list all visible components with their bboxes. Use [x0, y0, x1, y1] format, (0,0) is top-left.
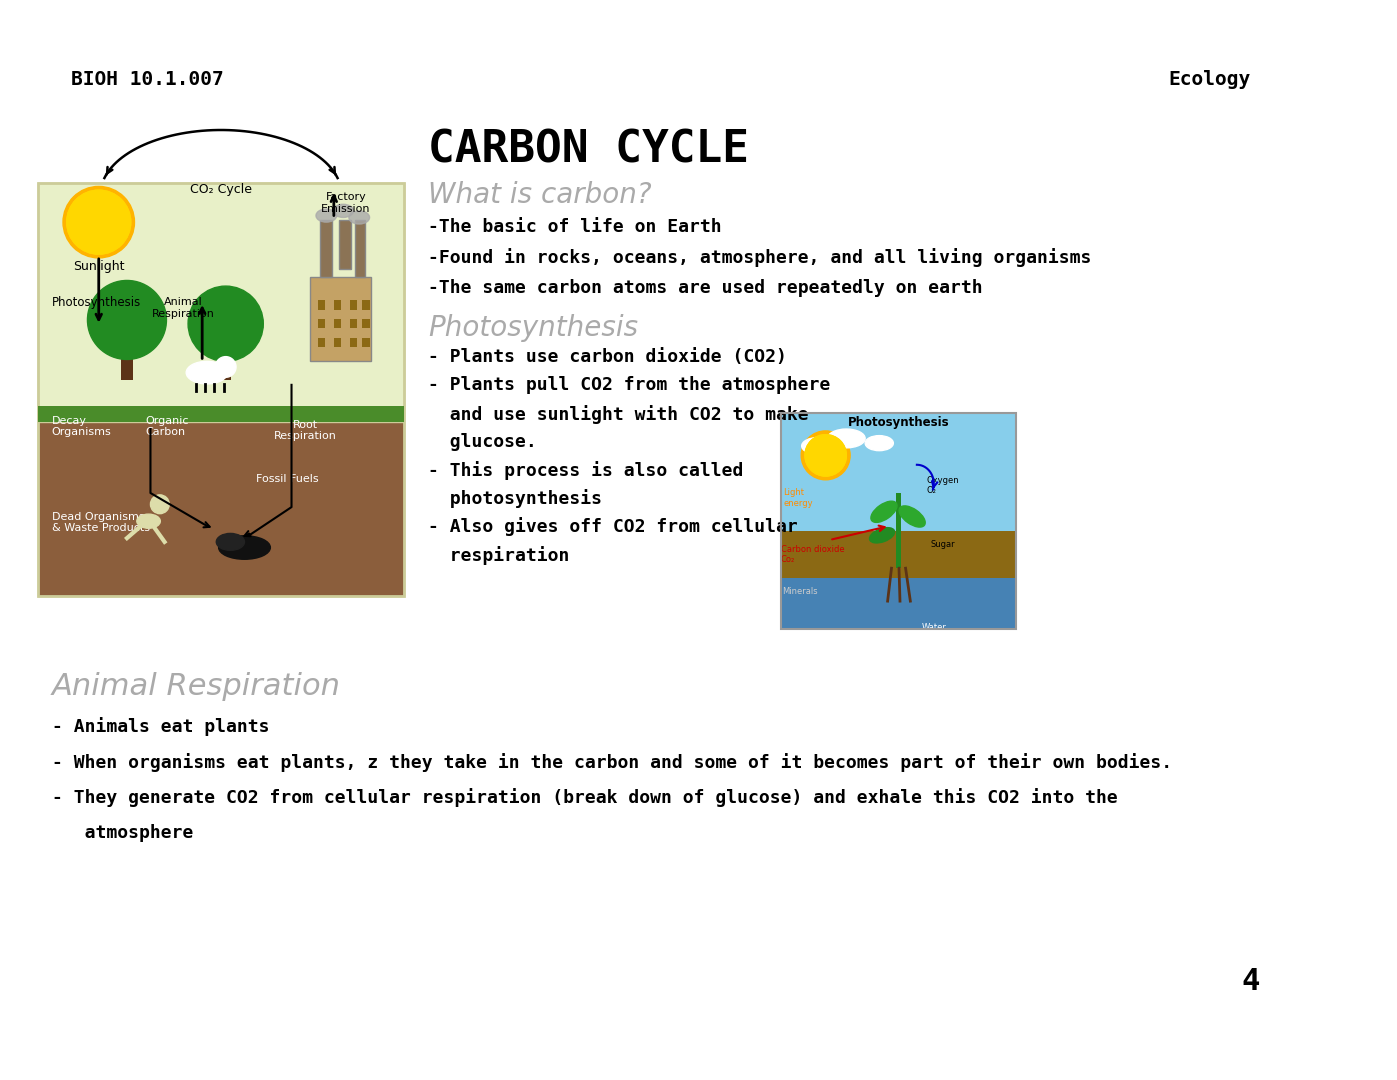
Text: - They generate CO2 from cellular respiration (break down of glucose) and exhale: - They generate CO2 from cellular respir… [52, 788, 1118, 807]
FancyBboxPatch shape [781, 413, 1016, 536]
Text: - Plants pull CO2 from the atmosphere: - Plants pull CO2 from the atmosphere [427, 376, 830, 394]
Ellipse shape [869, 528, 894, 543]
Text: Root
Respiration: Root Respiration [274, 420, 337, 442]
FancyBboxPatch shape [781, 578, 1016, 630]
Text: - When organisms eat plants, z they take in the carbon and some of it becomes pa: - When organisms eat plants, z they take… [52, 753, 1172, 771]
Circle shape [67, 190, 131, 254]
Text: CARBON CYCLE: CARBON CYCLE [427, 129, 749, 171]
Ellipse shape [219, 536, 271, 559]
Text: Water
H₂O: Water H₂O [922, 623, 946, 643]
Circle shape [67, 190, 131, 254]
Ellipse shape [865, 435, 893, 450]
Circle shape [63, 187, 134, 258]
FancyBboxPatch shape [362, 319, 370, 328]
Circle shape [802, 431, 851, 480]
Circle shape [805, 434, 847, 476]
Circle shape [88, 281, 166, 360]
Text: Animal Respiration: Animal Respiration [52, 672, 341, 701]
Ellipse shape [802, 437, 834, 455]
Text: photosynthesis: photosynthesis [427, 489, 602, 509]
Text: Photosynthesis: Photosynthesis [427, 314, 638, 342]
Ellipse shape [870, 501, 897, 523]
Text: Factory
Emission: Factory Emission [321, 192, 370, 214]
Text: atmosphere: atmosphere [52, 824, 193, 842]
FancyBboxPatch shape [355, 220, 365, 276]
Text: BIOH 10.1.007: BIOH 10.1.007 [70, 70, 224, 89]
FancyBboxPatch shape [349, 300, 358, 310]
Text: -Found in rocks, oceans, atmosphere, and all living organisms: -Found in rocks, oceans, atmosphere, and… [427, 248, 1091, 268]
Text: Decay
Organisms: Decay Organisms [52, 416, 112, 437]
Text: - Plants use carbon dioxide (CO2): - Plants use carbon dioxide (CO2) [427, 348, 787, 366]
Ellipse shape [186, 362, 228, 383]
FancyBboxPatch shape [334, 300, 341, 310]
FancyBboxPatch shape [338, 220, 351, 269]
Ellipse shape [349, 211, 370, 224]
FancyBboxPatch shape [349, 319, 358, 328]
Text: Oxygen
O₂: Oxygen O₂ [926, 476, 958, 496]
Ellipse shape [900, 505, 925, 527]
Text: Sugar: Sugar [930, 540, 956, 549]
Text: Animal
Respiration: Animal Respiration [152, 297, 215, 319]
Text: Photosynthesis: Photosynthesis [52, 296, 141, 309]
Ellipse shape [137, 514, 161, 528]
Text: - Also gives off CO2 from cellular: - Also gives off CO2 from cellular [427, 517, 798, 537]
FancyBboxPatch shape [319, 319, 326, 328]
Circle shape [215, 356, 236, 377]
FancyBboxPatch shape [362, 300, 370, 310]
FancyBboxPatch shape [310, 276, 372, 362]
Ellipse shape [316, 210, 337, 222]
Text: -The basic of life on Earth: -The basic of life on Earth [427, 218, 721, 237]
FancyBboxPatch shape [334, 319, 341, 328]
FancyBboxPatch shape [319, 300, 326, 310]
Text: glucose.: glucose. [427, 433, 536, 450]
FancyBboxPatch shape [319, 338, 326, 348]
Text: CO₂ Cycle: CO₂ Cycle [190, 183, 251, 195]
FancyBboxPatch shape [38, 183, 404, 422]
Text: Carbon dioxide
Co₂: Carbon dioxide Co₂ [781, 544, 844, 564]
Text: Ecology: Ecology [1168, 70, 1250, 89]
Text: Light
energy: Light energy [784, 488, 813, 508]
Text: -The same carbon atoms are used repeatedly on earth: -The same carbon atoms are used repeated… [427, 279, 982, 297]
Text: Organic
Carbon: Organic Carbon [145, 416, 189, 437]
FancyBboxPatch shape [349, 338, 358, 348]
FancyBboxPatch shape [320, 220, 332, 276]
Ellipse shape [217, 534, 244, 551]
FancyBboxPatch shape [38, 405, 404, 422]
Text: - Animals eat plants: - Animals eat plants [52, 717, 270, 735]
Text: 4: 4 [1242, 967, 1260, 996]
Text: Minerals: Minerals [782, 588, 819, 596]
Text: - This process is also called: - This process is also called [427, 461, 743, 480]
FancyBboxPatch shape [897, 492, 901, 568]
Text: Fossil Fuels: Fossil Fuels [256, 474, 319, 484]
Text: and use sunlight with CO2 to make: and use sunlight with CO2 to make [427, 405, 809, 423]
FancyBboxPatch shape [122, 328, 133, 380]
Text: Photosynthesis: Photosynthesis [848, 416, 950, 429]
Ellipse shape [332, 204, 353, 217]
Circle shape [151, 495, 169, 514]
Text: What is carbon?: What is carbon? [427, 180, 651, 208]
FancyBboxPatch shape [38, 422, 404, 596]
FancyBboxPatch shape [362, 338, 370, 348]
FancyBboxPatch shape [781, 530, 1016, 582]
Text: respiration: respiration [427, 545, 569, 565]
Circle shape [189, 286, 263, 362]
FancyBboxPatch shape [221, 328, 232, 380]
FancyBboxPatch shape [334, 338, 341, 348]
Text: Sunlight: Sunlight [73, 260, 124, 273]
Ellipse shape [827, 429, 865, 448]
Text: Dead Organisms
& Waste Products: Dead Organisms & Waste Products [52, 512, 149, 534]
Circle shape [805, 434, 847, 476]
